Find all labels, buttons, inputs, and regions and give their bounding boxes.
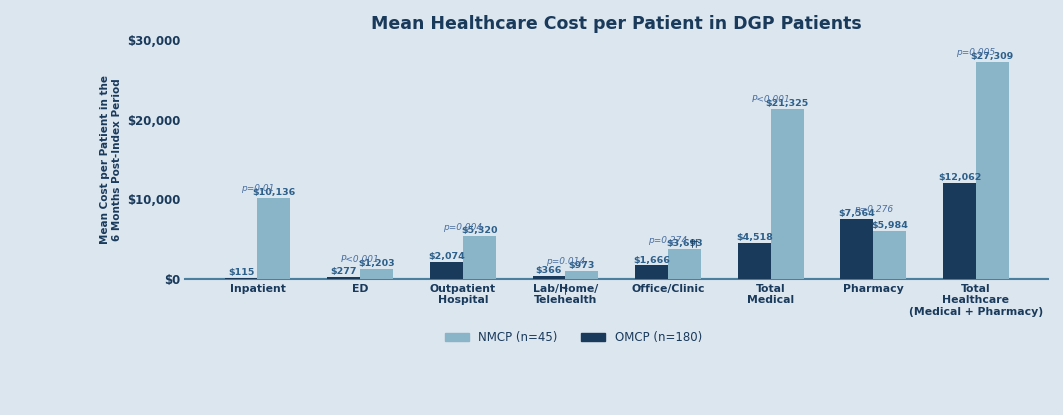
Bar: [360, 269, 393, 279]
Text: p=0.004: p=0.004: [443, 223, 483, 232]
Bar: [327, 276, 360, 279]
Text: p=0.274: p=0.274: [648, 236, 688, 244]
Text: $21,325: $21,325: [765, 99, 809, 108]
Text: p=0.01: p=0.01: [241, 184, 274, 193]
Text: $366: $366: [536, 266, 562, 275]
Legend: NMCP (n=45), OMCP (n=180): NMCP (n=45), OMCP (n=180): [441, 327, 707, 349]
Text: $277: $277: [331, 266, 357, 276]
Bar: [943, 183, 976, 279]
Bar: [257, 198, 290, 279]
Bar: [429, 262, 462, 279]
Title: Mean Healthcare Cost per Patient in DGP Patients: Mean Healthcare Cost per Patient in DGP …: [371, 15, 862, 33]
Text: $2,074: $2,074: [428, 252, 465, 261]
Bar: [566, 271, 598, 279]
Bar: [874, 231, 906, 279]
Text: p=0.014: p=0.014: [545, 257, 585, 266]
Text: $4,518: $4,518: [736, 233, 773, 242]
Bar: [533, 276, 566, 279]
Text: $10,136: $10,136: [252, 188, 296, 197]
Text: $5,320: $5,320: [461, 227, 497, 235]
Text: $115: $115: [227, 268, 254, 277]
Text: p=0.005: p=0.005: [957, 48, 996, 57]
Text: P<0.001: P<0.001: [341, 255, 379, 264]
Text: $5,984: $5,984: [872, 221, 908, 230]
Text: $27,309: $27,309: [971, 51, 1014, 61]
Bar: [636, 266, 668, 279]
Bar: [841, 219, 874, 279]
Text: †: †: [563, 285, 568, 295]
Bar: [668, 249, 701, 279]
Text: $3,693: $3,693: [667, 239, 703, 249]
Bar: [738, 243, 771, 279]
Text: $1,666: $1,666: [634, 256, 670, 264]
Text: $973: $973: [569, 261, 595, 270]
Text: P<0.001: P<0.001: [752, 95, 790, 104]
Bar: [771, 109, 804, 279]
Text: ††: ††: [690, 238, 699, 249]
Bar: [976, 61, 1009, 279]
Text: $7,564: $7,564: [839, 209, 875, 217]
Y-axis label: Mean Cost per Patient in the
6 Months Post-Index Period: Mean Cost per Patient in the 6 Months Po…: [100, 75, 121, 244]
Text: $12,062: $12,062: [938, 173, 981, 182]
Bar: [462, 237, 495, 279]
Bar: [224, 278, 257, 279]
Text: $1,203: $1,203: [358, 259, 394, 268]
Text: p=0.276: p=0.276: [854, 205, 893, 214]
